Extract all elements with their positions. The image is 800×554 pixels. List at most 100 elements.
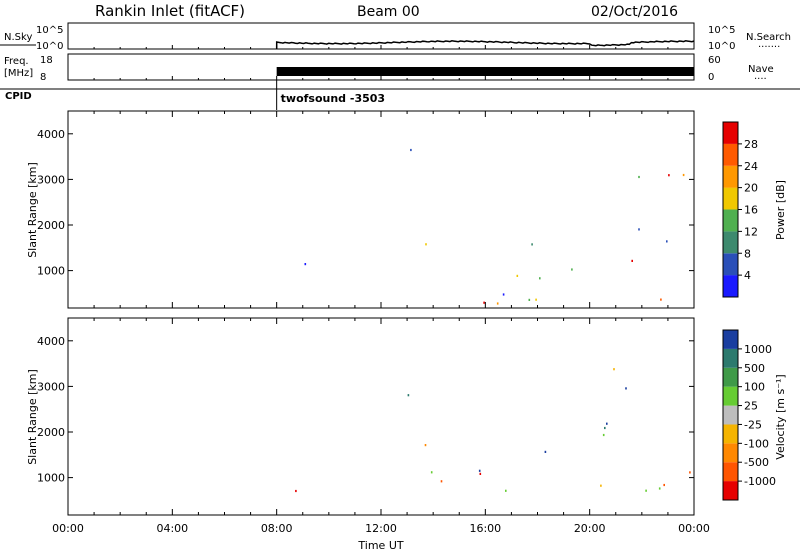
velocity-scatter-data xyxy=(295,368,691,493)
colorbar-tick-label: -1000 xyxy=(744,475,776,488)
velocity-ylabel: Slant Range [km] xyxy=(26,369,39,465)
colorbar-segment xyxy=(723,405,738,425)
power-cell xyxy=(496,302,499,305)
station-title: Rankin Inlet (fitACF) xyxy=(95,2,245,20)
velocity-cell xyxy=(602,433,605,437)
noise-right-label: N.Search xyxy=(746,32,791,43)
power-cell xyxy=(638,228,640,231)
colorbar-tick-label: 4 xyxy=(744,269,751,282)
power-cell xyxy=(638,175,640,179)
colorbar-segment xyxy=(723,253,738,276)
x-tick-label: 16:00 xyxy=(469,522,501,535)
y-tick-label: 2000 xyxy=(37,219,65,232)
freq-left-label-2: [MHz] xyxy=(4,68,33,79)
velocity-cell xyxy=(663,483,665,487)
power-cell xyxy=(660,298,662,301)
colorbar-segment xyxy=(723,275,738,297)
y-tick-label: 4000 xyxy=(37,128,65,141)
power-cell xyxy=(539,277,541,280)
x-tick-label: 00:00 xyxy=(52,522,84,535)
noise-left-tick-bottom: 10^0 xyxy=(36,41,63,52)
nave-legend: ···· xyxy=(754,74,767,85)
y-tick-label: 2000 xyxy=(37,426,65,439)
power-cell xyxy=(483,301,485,304)
colorbar-tick-label: 25 xyxy=(744,400,758,413)
velocity-axes: 1000 2000 3000 4000 xyxy=(37,318,695,515)
power-cell xyxy=(425,243,427,246)
velocity-cell xyxy=(544,450,547,453)
y-tick-label: 1000 xyxy=(37,265,65,278)
freq-panel: Freq. [MHz] 18 8 60 0 Nave ···· xyxy=(4,53,774,85)
velocity-colorbar-label: Velocity [m s⁻¹] xyxy=(774,374,787,459)
velocity-cell xyxy=(430,471,433,474)
colorbar-segment xyxy=(723,424,738,444)
y-tick-label: 3000 xyxy=(37,173,65,186)
freq-left-label-1: Freq. xyxy=(4,56,29,67)
power-cell xyxy=(571,268,573,271)
colorbar-segment xyxy=(723,165,738,188)
velocity-cell xyxy=(505,489,507,492)
power-cell xyxy=(531,243,533,246)
colorbar-segment xyxy=(723,386,738,406)
velocity-cell xyxy=(479,472,482,475)
time-axis: 00:00 04:00 08:00 12:00 16:00 20:00 00:00 xyxy=(52,45,710,535)
noise-left-tick-top: 10^5 xyxy=(36,25,63,36)
colorbar-tick-label: 8 xyxy=(744,247,751,260)
freq-right-tick-top: 60 xyxy=(708,55,721,66)
power-cell xyxy=(410,148,412,152)
velocity-cell xyxy=(295,489,297,493)
velocity-cell xyxy=(606,422,608,425)
x-tick-label: 20:00 xyxy=(574,522,606,535)
power-colorbar-label: Power [dB] xyxy=(774,180,787,240)
velocity-cell xyxy=(625,387,627,390)
colorbar-tick-label: -25 xyxy=(744,418,762,431)
power-cell xyxy=(304,263,307,266)
power-ylabel: Slant Range [km] xyxy=(26,162,39,258)
noise-right-tick-top: 10^5 xyxy=(708,25,735,36)
velocity-cell xyxy=(613,368,615,371)
colorbar-tick-label: 500 xyxy=(744,362,765,375)
power-cell xyxy=(631,259,633,262)
colorbar-segment xyxy=(723,443,738,463)
colorbar-segment xyxy=(723,231,738,254)
velocity-panel: 1000 2000 3000 4000 Slant Range [km] 1000 50… xyxy=(26,317,787,516)
colorbar-tick-label: -100 xyxy=(744,437,769,450)
cpid-label: CPID xyxy=(5,91,32,102)
cpid-program: twofsound -3503 xyxy=(281,92,385,105)
noise-right-legend: ······· xyxy=(758,42,780,53)
colorbar-tick-label: 1000 xyxy=(744,343,772,356)
colorbar-tick-label: 100 xyxy=(744,381,765,394)
power-axes: 1000 2000 3000 4000 xyxy=(37,111,695,308)
colorbar-tick-label: 24 xyxy=(744,160,758,173)
freq-right-tick-bottom: 0 xyxy=(708,72,714,83)
colorbar-tick-label: 16 xyxy=(744,204,758,217)
colorbar-tick-label: -500 xyxy=(744,456,769,469)
noise-panel: N.Sky 10^5 10^0 10^5 10^0 N.Search ·····… xyxy=(0,22,791,53)
freq-left-tick-top: 18 xyxy=(40,55,53,66)
power-scatter-data xyxy=(304,148,685,305)
power-cell xyxy=(682,173,685,177)
velocity-cell xyxy=(604,426,606,430)
freq-series-band xyxy=(276,67,694,76)
noise-series-line xyxy=(275,40,695,50)
power-cell xyxy=(666,240,668,243)
power-panel: 1000 2000 3000 4000 Slant Range [km] 4 8 12 16… xyxy=(26,110,787,309)
x-tick-label: 00:00 xyxy=(678,522,710,535)
x-tick-label: 12:00 xyxy=(365,522,397,535)
colorbar-frame xyxy=(722,329,739,501)
colorbar-tick-label: 28 xyxy=(744,138,758,151)
velocity-colorbar: 1000 500 100 25 -25 -100 -500 -1000 xyxy=(722,329,776,501)
freq-left-tick-bottom: 8 xyxy=(40,72,46,83)
colorbar-tick-label: 12 xyxy=(744,225,758,238)
power-cell xyxy=(668,174,670,177)
velocity-cell xyxy=(407,394,410,397)
colorbar-segment xyxy=(723,330,738,349)
colorbar-segment xyxy=(723,462,738,482)
nave-label: Nave xyxy=(748,64,774,75)
x-tick-label: 08:00 xyxy=(261,522,293,535)
colorbar-tick-label: 20 xyxy=(744,182,758,195)
noise-right-tick-bottom: 10^0 xyxy=(708,41,735,52)
colorbar-segment xyxy=(723,122,738,144)
y-tick-label: 3000 xyxy=(37,380,65,393)
velocity-cell xyxy=(440,480,443,483)
